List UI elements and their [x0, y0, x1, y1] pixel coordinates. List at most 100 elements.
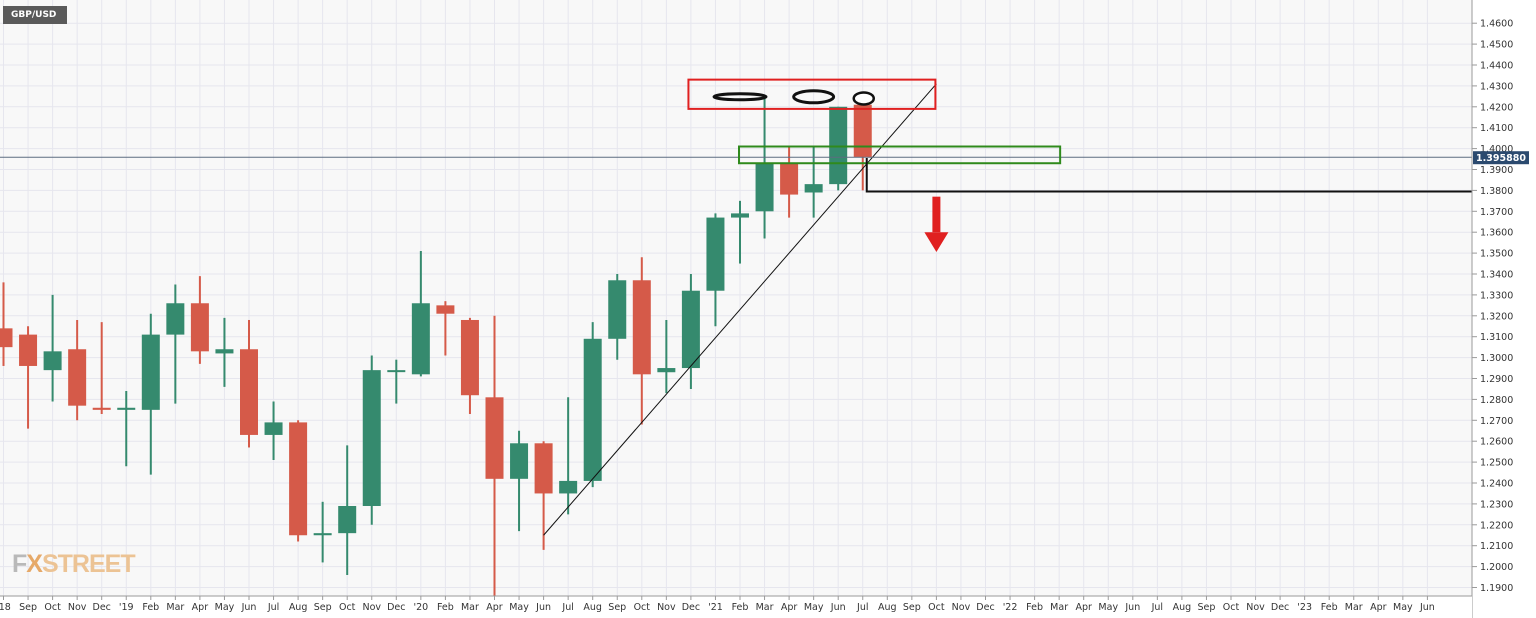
x-tick-label: '22 [1003, 602, 1018, 613]
candle-body [534, 443, 553, 494]
candle [338, 445, 357, 575]
x-tick-label: Nov [657, 602, 676, 613]
candle-body [583, 338, 602, 481]
x-tick-label: Oct [44, 602, 61, 613]
x-tick-label: Aug [878, 602, 897, 613]
candle [141, 313, 160, 475]
y-tick-label: 1.4200 [1480, 102, 1513, 113]
y-tick-label: 1.3600 [1480, 228, 1513, 239]
candle-body [190, 303, 209, 352]
x-tick-label: Jul [1151, 602, 1163, 613]
x-tick-label: May [1393, 602, 1413, 613]
x-tick-label: Mar [166, 602, 184, 613]
fxstreet-watermark: FXSTREET [12, 550, 136, 578]
candle [387, 359, 406, 404]
y-tick-label: 1.2000 [1480, 562, 1513, 573]
candle-body [313, 533, 332, 536]
y-tick-label: 1.2900 [1480, 374, 1513, 385]
candle [681, 274, 700, 389]
y-tick-label: 1.2600 [1480, 437, 1513, 448]
x-tick-label: Feb [1321, 602, 1338, 613]
y-tick-label: 1.3900 [1480, 165, 1513, 176]
y-tick-label: 1.2700 [1480, 416, 1513, 427]
candle-body [19, 334, 38, 366]
current-price-text: 1.395880 [1476, 153, 1526, 164]
candle [608, 274, 627, 360]
x-tick-label: Apr [781, 602, 798, 613]
candle [485, 315, 504, 596]
candle [240, 319, 258, 448]
candle [190, 276, 209, 364]
x-tick-label: '21 [708, 602, 723, 613]
current-price-badge: 1.395880 [1473, 151, 1529, 165]
candle-body [411, 303, 430, 375]
candle-body [681, 290, 700, 369]
candle-body [485, 397, 504, 479]
y-axis-ticks: 1.1900 1.2000 1.2100 1.2200 1.2300 1.2400 1.25… [1472, 19, 1513, 594]
candle-body [289, 422, 308, 536]
candle [411, 251, 430, 377]
annotations [0, 78, 1472, 536]
x-tick-label: Sep [1197, 602, 1215, 613]
candle [215, 317, 234, 387]
y-tick-label: 1.4000 [1480, 144, 1513, 155]
y-tick-label: 1.4500 [1480, 40, 1513, 51]
candle-body [92, 407, 111, 410]
down-arrow-head [924, 232, 949, 253]
x-tick-label: Mar [756, 602, 774, 613]
y-tick-label: 1.4400 [1480, 61, 1513, 72]
x-tick-label: May [804, 602, 824, 613]
candle [117, 391, 136, 467]
candle [559, 397, 578, 515]
y-tick-label: 1.3700 [1480, 207, 1513, 218]
x-tick-label: Jul [267, 602, 279, 613]
x-axis-panel [0, 596, 1472, 618]
y-tick-label: 1.2400 [1480, 479, 1513, 490]
y-tick-label: 1.4100 [1480, 123, 1513, 134]
down-arrow-shaft [932, 196, 941, 233]
x-tick-label: Nov [68, 602, 87, 613]
candle [43, 294, 62, 402]
candle-body [215, 349, 234, 354]
x-axis-ticks: '18 Sep Oct Nov Dec '19 Feb Mar Apr May Jun Jul Aug S… [0, 596, 1435, 613]
candle [755, 98, 774, 239]
candle [313, 501, 332, 563]
x-tick-label: Sep [314, 602, 332, 613]
y-tick-label: 1.3200 [1480, 311, 1513, 322]
y-tick-label: 1.4300 [1480, 81, 1513, 92]
x-tick-label: Apr [486, 602, 503, 613]
y-tick-label: 1.3400 [1480, 270, 1513, 281]
candle-body [264, 422, 283, 435]
candle-body [731, 213, 749, 218]
x-tick-label: Oct [928, 602, 945, 613]
x-tick-label: '19 [119, 602, 134, 613]
candle-body [68, 349, 87, 406]
candle [289, 420, 308, 542]
x-tick-label: Feb [437, 602, 454, 613]
candle [460, 317, 479, 415]
x-tick-label: Mar [461, 602, 479, 613]
candle-body [780, 163, 799, 195]
x-tick-label: Jun [1124, 602, 1140, 613]
candle-body [387, 370, 406, 373]
candle [68, 319, 87, 421]
candle [0, 282, 13, 366]
y-tick-label: 1.3800 [1480, 186, 1513, 197]
x-tick-label: Jul [561, 602, 573, 613]
candle-body [632, 280, 651, 375]
candle-body [117, 407, 136, 410]
candle-body [362, 370, 381, 506]
trendline [543, 83, 937, 536]
candle-body [559, 480, 578, 494]
y-tick-label: 1.2100 [1480, 541, 1513, 552]
candle [264, 401, 283, 461]
candle [632, 257, 651, 425]
top-marker-ellipse [792, 89, 836, 105]
candle [534, 441, 553, 550]
y-tick-label: 1.2800 [1480, 395, 1513, 406]
candle [706, 213, 725, 327]
x-tick-label: Sep [903, 602, 921, 613]
plot-background [0, 0, 1472, 596]
x-tick-label: Aug [289, 602, 308, 613]
x-tick-label: Jun [830, 602, 846, 613]
